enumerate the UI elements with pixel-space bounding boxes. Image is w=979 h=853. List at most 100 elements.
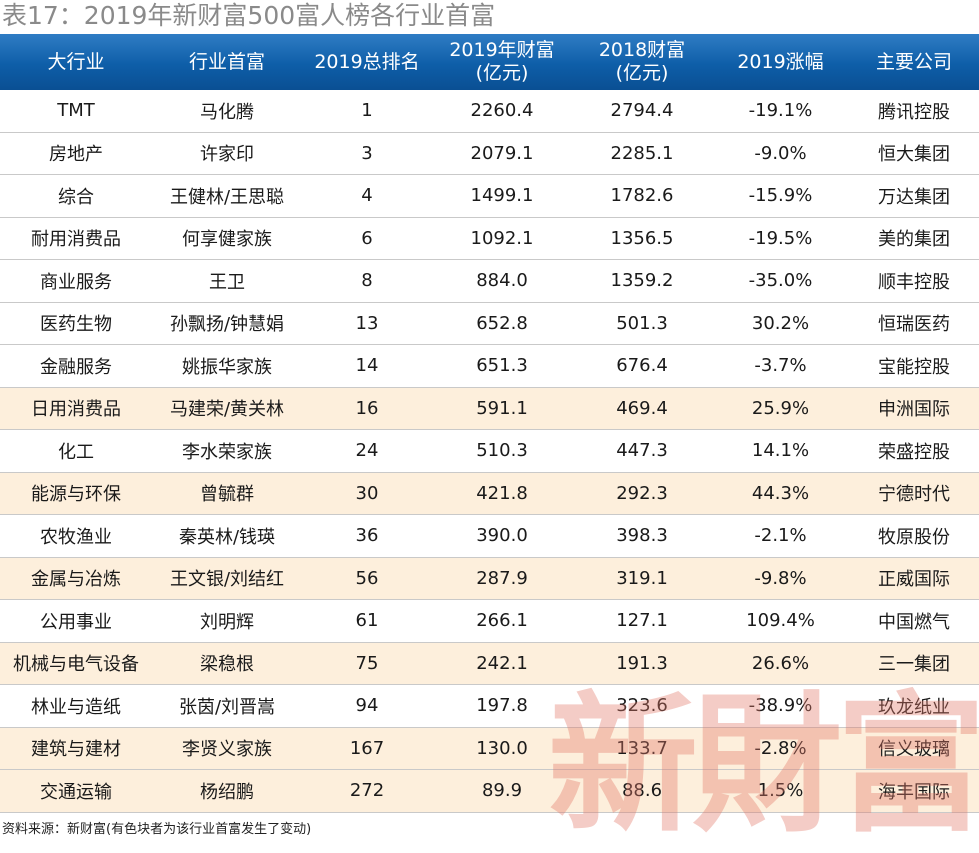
cell-richest: 马建荣/黄关林	[152, 387, 302, 430]
cell-industry: 交通运输	[0, 769, 152, 813]
cell-rank: 94	[302, 684, 432, 728]
table-row: 机械与电气设备 梁稳根 75 242.1 191.3 26.6% 三一集团	[0, 642, 979, 685]
header-wealth-2019: 2019年财富 (亿元)	[432, 34, 572, 90]
cell-company: 中国燃气	[849, 599, 979, 643]
cell-wealth2019: 242.1	[432, 642, 572, 685]
cell-richest: 何享健家族	[152, 217, 302, 260]
cell-wealth2018: 1782.6	[572, 174, 712, 218]
cell-company: 信义玻璃	[849, 727, 979, 770]
cell-wealth2019: 1499.1	[432, 174, 572, 218]
cell-wealth2018: 1356.5	[572, 217, 712, 260]
cell-industry: 日用消费品	[0, 387, 152, 430]
cell-wealth2018: 447.3	[572, 429, 712, 473]
cell-change: -15.9%	[712, 174, 849, 218]
wealth-table: 大行业 行业首富 2019总排名 2019年财富 (亿元) 2018财富 (亿元) …	[0, 34, 979, 813]
cell-industry: TMT	[0, 90, 152, 133]
cell-wealth2018: 501.3	[572, 302, 712, 345]
cell-change: -9.8%	[712, 557, 849, 600]
cell-wealth2018: 127.1	[572, 599, 712, 643]
header-wealth-2018: 2018财富 (亿元)	[572, 34, 712, 90]
table-row: 公用事业 刘明辉 61 266.1 127.1 109.4% 中国燃气	[0, 599, 979, 643]
cell-rank: 75	[302, 642, 432, 685]
cell-company: 正威国际	[849, 557, 979, 600]
cell-rank: 24	[302, 429, 432, 473]
cell-richest: 王健林/王思聪	[152, 174, 302, 218]
cell-change: -2.1%	[712, 514, 849, 558]
cell-change: -9.0%	[712, 132, 849, 175]
cell-change: -19.1%	[712, 90, 849, 133]
table-row: 日用消费品 马建荣/黄关林 16 591.1 469.4 25.9% 申洲国际	[0, 387, 979, 430]
cell-rank: 272	[302, 769, 432, 813]
cell-richest: 马化腾	[152, 90, 302, 133]
cell-industry: 金融服务	[0, 344, 152, 388]
cell-company: 三一集团	[849, 642, 979, 685]
cell-change: 30.2%	[712, 302, 849, 345]
cell-wealth2019: 390.0	[432, 514, 572, 558]
cell-company: 宝能控股	[849, 344, 979, 388]
source-note: 资料来源：新财富(有色块者为该行业首富发生了变动)	[2, 822, 312, 837]
cell-richest: 李水荣家族	[152, 429, 302, 473]
table-row: 建筑与建材 李贤义家族 167 130.0 133.7 -2.8% 信义玻璃	[0, 727, 979, 770]
table-row: 综合 王健林/王思聪 4 1499.1 1782.6 -15.9% 万达集团	[0, 174, 979, 218]
cell-company: 恒大集团	[849, 132, 979, 175]
cell-industry: 公用事业	[0, 599, 152, 643]
cell-company: 恒瑞医药	[849, 302, 979, 345]
cell-wealth2018: 469.4	[572, 387, 712, 430]
cell-richest: 姚振华家族	[152, 344, 302, 388]
cell-richest: 许家印	[152, 132, 302, 175]
cell-change: -19.5%	[712, 217, 849, 260]
cell-change: 14.1%	[712, 429, 849, 473]
cell-change: 26.6%	[712, 642, 849, 685]
cell-company: 万达集团	[849, 174, 979, 218]
cell-company: 腾讯控股	[849, 90, 979, 133]
header-richest: 行业首富	[152, 34, 302, 90]
cell-wealth2019: 884.0	[432, 259, 572, 303]
cell-company: 申洲国际	[849, 387, 979, 430]
cell-wealth2018: 88.6	[572, 769, 712, 813]
cell-rank: 1	[302, 90, 432, 133]
cell-wealth2019: 652.8	[432, 302, 572, 345]
cell-industry: 耐用消费品	[0, 217, 152, 260]
cell-rank: 6	[302, 217, 432, 260]
cell-rank: 4	[302, 174, 432, 218]
table-row: 金融服务 姚振华家族 14 651.3 676.4 -3.7% 宝能控股	[0, 344, 979, 388]
cell-company: 宁德时代	[849, 472, 979, 515]
table-row: 耐用消费品 何享健家族 6 1092.1 1356.5 -19.5% 美的集团	[0, 217, 979, 260]
table-row: 能源与环保 曾毓群 30 421.8 292.3 44.3% 宁德时代	[0, 472, 979, 515]
cell-change: -35.0%	[712, 259, 849, 303]
table-row: 金属与冶炼 王文银/刘结红 56 287.9 319.1 -9.8% 正威国际	[0, 557, 979, 600]
cell-industry: 医药生物	[0, 302, 152, 345]
cell-company: 牧原股份	[849, 514, 979, 558]
cell-industry: 农牧渔业	[0, 514, 152, 558]
cell-change: 44.3%	[712, 472, 849, 515]
cell-company: 顺丰控股	[849, 259, 979, 303]
cell-wealth2019: 2260.4	[432, 90, 572, 133]
cell-industry: 林业与造纸	[0, 684, 152, 728]
cell-company: 美的集团	[849, 217, 979, 260]
cell-rank: 56	[302, 557, 432, 600]
cell-industry: 综合	[0, 174, 152, 218]
cell-rank: 167	[302, 727, 432, 770]
cell-change: 109.4%	[712, 599, 849, 643]
cell-company: 海丰国际	[849, 769, 979, 813]
cell-richest: 李贤义家族	[152, 727, 302, 770]
cell-wealth2018: 2794.4	[572, 90, 712, 133]
cell-rank: 30	[302, 472, 432, 515]
cell-change: -38.9%	[712, 684, 849, 728]
header-company: 主要公司	[849, 34, 979, 90]
cell-industry: 金属与冶炼	[0, 557, 152, 600]
cell-wealth2019: 2079.1	[432, 132, 572, 175]
cell-wealth2019: 591.1	[432, 387, 572, 430]
cell-wealth2019: 510.3	[432, 429, 572, 473]
cell-industry: 化工	[0, 429, 152, 473]
cell-rank: 16	[302, 387, 432, 430]
cell-richest: 梁稳根	[152, 642, 302, 685]
cell-wealth2018: 191.3	[572, 642, 712, 685]
cell-wealth2018: 1359.2	[572, 259, 712, 303]
table-row: 商业服务 王卫 8 884.0 1359.2 -35.0% 顺丰控股	[0, 259, 979, 303]
table-row: 房地产 许家印 3 2079.1 2285.1 -9.0% 恒大集团	[0, 132, 979, 175]
cell-company: 荣盛控股	[849, 429, 979, 473]
table-header-row: 大行业 行业首富 2019总排名 2019年财富 (亿元) 2018财富 (亿元) …	[0, 34, 979, 90]
cell-rank: 13	[302, 302, 432, 345]
cell-wealth2018: 319.1	[572, 557, 712, 600]
